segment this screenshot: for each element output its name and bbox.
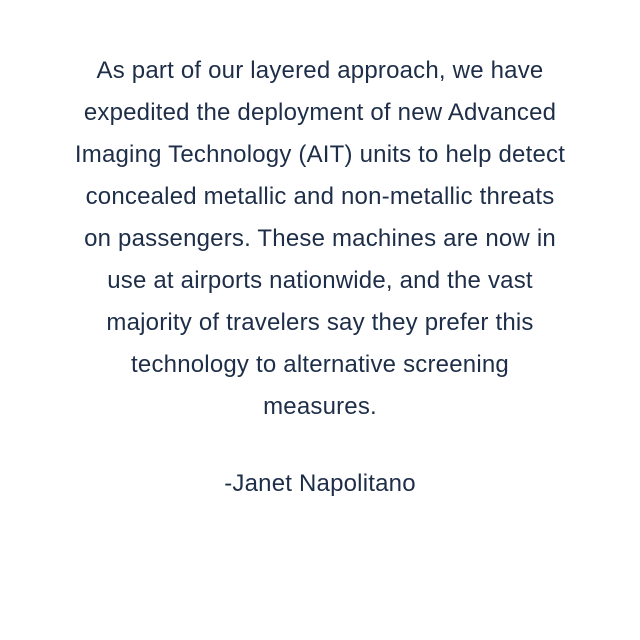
quote-body: As part of our layered approach, we have…: [72, 50, 568, 428]
quote-attribution: -Janet Napolitano: [224, 470, 416, 498]
